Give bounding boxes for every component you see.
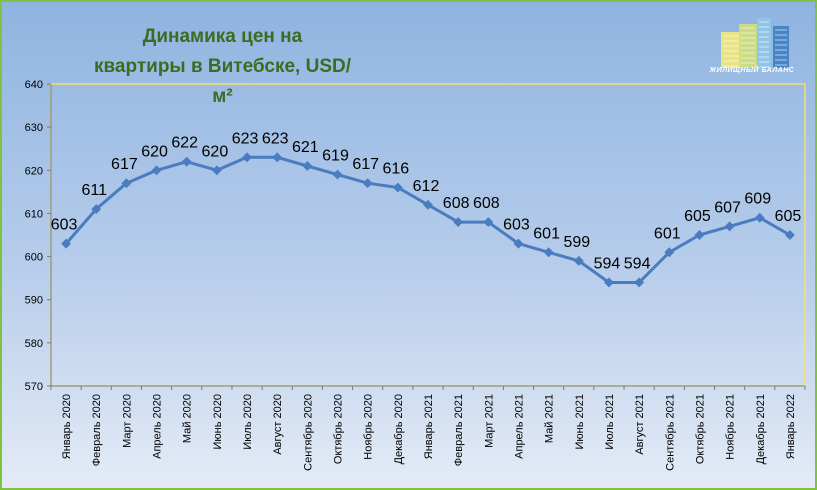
- data-point: [573, 255, 584, 266]
- zhilishchny-balans-logo: [721, 18, 789, 68]
- data-point: [151, 165, 162, 176]
- data-point: [604, 277, 614, 288]
- x-tick-label: Сентябрь 2021: [664, 394, 676, 471]
- x-tick-label: Март 2021: [483, 394, 495, 448]
- x-tick-label: Май 2021: [544, 394, 556, 443]
- data-point: [332, 169, 343, 180]
- chart-title: Динамика цен на квартиры в Витебске, USD/…: [93, 26, 352, 107]
- data-point: [784, 230, 795, 240]
- data-label: 609: [744, 191, 771, 208]
- data-label: 601: [533, 225, 560, 242]
- plot-area: [50, 83, 806, 387]
- data-point: [272, 152, 283, 163]
- data-point: [181, 156, 192, 167]
- data-label: 608: [473, 195, 500, 212]
- x-tick-label: Август 2020: [272, 394, 284, 455]
- x-tick-label: Ноябрь 2021: [725, 394, 737, 460]
- x-tick-label: Май 2020: [182, 394, 194, 443]
- data-point: [423, 199, 433, 210]
- x-tick-label: Июнь 2021: [574, 394, 586, 450]
- data-point: [242, 152, 252, 163]
- y-tick-label: 590: [25, 295, 43, 307]
- data-point: [513, 238, 524, 249]
- data-label: 617: [111, 156, 138, 173]
- data-point: [724, 221, 735, 232]
- x-tick-label: Апрель 2020: [152, 394, 164, 459]
- data-point: [664, 247, 675, 258]
- data-point: [91, 204, 102, 215]
- data-label: 607: [714, 199, 741, 216]
- x-tick-label: Июнь 2020: [212, 394, 224, 450]
- x-tick-label: Декабрь 2021: [755, 394, 767, 464]
- x-tick-label: Январь 2021: [423, 394, 435, 459]
- x-tick-label: Июль 2020: [242, 394, 254, 450]
- logo-bar: [739, 24, 757, 68]
- data-label: 594: [624, 255, 651, 272]
- x-tick-label: Ноябрь 2020: [363, 394, 375, 460]
- data-point: [362, 178, 373, 189]
- data-point: [754, 212, 765, 223]
- logo-bar: [757, 18, 771, 68]
- data-label: 623: [232, 130, 259, 147]
- data-point: [634, 277, 645, 288]
- data-point: [302, 161, 313, 171]
- data-point: [211, 165, 222, 176]
- data-label: 601: [654, 225, 681, 242]
- logo-text: ЖИЛИЩНЫЙ БАЛАНС: [709, 67, 795, 74]
- x-tick-label: Январь 2020: [61, 394, 73, 459]
- data-label: 594: [594, 255, 621, 272]
- data-point: [453, 217, 464, 228]
- y-tick-label: 610: [25, 208, 43, 220]
- data-label: 599: [563, 234, 590, 251]
- x-tick-label: Декабрь 2020: [393, 394, 405, 464]
- y-tick-label: 580: [25, 338, 43, 350]
- data-label: 603: [51, 217, 78, 234]
- data-label: 620: [202, 143, 229, 160]
- y-tick-label: 630: [25, 122, 43, 134]
- x-tick-label: Июль 2021: [604, 394, 616, 450]
- data-label: 603: [503, 217, 530, 234]
- x-tick-label: Октябрь 2021: [694, 394, 706, 464]
- x-tick-label: Апрель 2021: [513, 394, 525, 459]
- data-point: [483, 217, 494, 228]
- data-label: 611: [81, 182, 107, 199]
- x-tick-label: Октябрь 2020: [333, 394, 345, 464]
- data-label: 608: [443, 195, 470, 212]
- y-tick-label: 640: [25, 79, 43, 91]
- series-line: [64, 155, 791, 284]
- x-tick-label: Март 2020: [121, 394, 133, 448]
- data-label: 616: [382, 161, 409, 178]
- y-tick-label: 570: [25, 381, 43, 393]
- x-tick-label: Февраль 2020: [91, 394, 103, 466]
- data-label: 620: [141, 143, 168, 160]
- logo-bar: [773, 26, 789, 68]
- data-point: [121, 178, 132, 189]
- y-tick-label: 600: [25, 252, 43, 264]
- x-tick-label: Август 2021: [634, 394, 646, 455]
- data-point: [543, 247, 554, 258]
- data-point: [61, 238, 72, 249]
- data-label: 622: [171, 135, 198, 152]
- x-tick-label: Февраль 2021: [453, 394, 465, 466]
- y-tick-label: 620: [25, 165, 43, 177]
- data-label: 605: [775, 208, 802, 225]
- data-label: 621: [292, 139, 319, 156]
- x-tick-label: Сентябрь 2020: [302, 394, 314, 471]
- data-label: 623: [262, 130, 289, 147]
- data-point: [694, 230, 705, 240]
- data-label: 617: [352, 156, 379, 173]
- data-label: 619: [322, 148, 349, 165]
- data-point: [392, 182, 403, 193]
- data-label: 612: [413, 178, 440, 195]
- data-label: 605: [684, 208, 711, 225]
- x-tick-label: Январь 2022: [785, 394, 797, 459]
